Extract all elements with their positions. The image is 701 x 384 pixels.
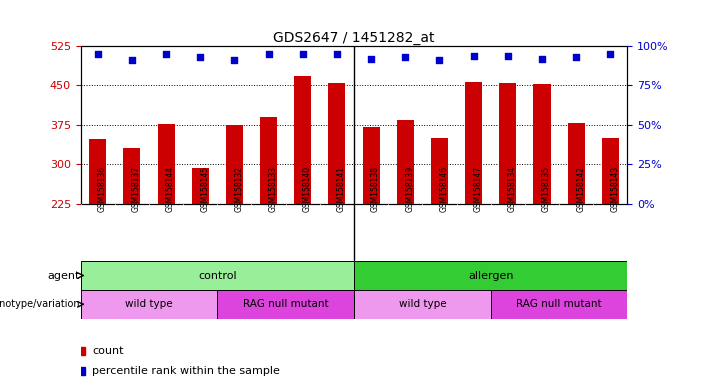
Point xyxy=(502,53,513,59)
Bar xyxy=(499,83,517,204)
Bar xyxy=(294,76,311,204)
Bar xyxy=(397,119,414,204)
Bar xyxy=(431,138,448,204)
Text: GSM158136: GSM158136 xyxy=(97,166,107,212)
Text: GSM158137: GSM158137 xyxy=(132,166,141,212)
Text: agent: agent xyxy=(48,270,80,281)
Text: RAG null mutant: RAG null mutant xyxy=(243,299,329,310)
Bar xyxy=(158,124,175,204)
Point xyxy=(332,51,343,57)
Point xyxy=(92,51,103,57)
Text: GSM158143: GSM158143 xyxy=(611,166,619,212)
Text: wild type: wild type xyxy=(125,299,172,310)
Text: count: count xyxy=(92,346,123,356)
Text: GSM158138: GSM158138 xyxy=(371,166,380,212)
Bar xyxy=(81,261,354,290)
Text: GSM158139: GSM158139 xyxy=(405,166,414,212)
Bar xyxy=(354,290,491,319)
Text: RAG null mutant: RAG null mutant xyxy=(516,299,602,310)
Point xyxy=(195,54,206,60)
Text: control: control xyxy=(198,270,237,281)
Text: GSM158140: GSM158140 xyxy=(303,166,312,212)
Bar xyxy=(354,261,627,290)
Text: genotype/variation: genotype/variation xyxy=(0,299,80,310)
Text: GSM158147: GSM158147 xyxy=(474,166,482,212)
Point xyxy=(297,51,308,57)
Bar xyxy=(568,123,585,204)
Point xyxy=(161,51,172,57)
Bar xyxy=(491,290,627,319)
Text: wild type: wild type xyxy=(399,299,446,310)
Bar xyxy=(465,82,482,204)
Point xyxy=(605,51,616,57)
Bar xyxy=(226,125,243,204)
Bar xyxy=(89,139,107,204)
Point xyxy=(263,51,274,57)
Bar xyxy=(328,83,346,204)
Bar xyxy=(123,148,140,204)
Text: GSM158141: GSM158141 xyxy=(337,166,346,212)
Bar xyxy=(601,138,619,204)
Bar xyxy=(217,290,354,319)
Point xyxy=(434,57,445,63)
Text: GSM158132: GSM158132 xyxy=(234,166,243,212)
Point xyxy=(468,53,479,59)
Title: GDS2647 / 1451282_at: GDS2647 / 1451282_at xyxy=(273,31,435,45)
Bar xyxy=(260,117,277,204)
Bar xyxy=(362,127,380,204)
Text: allergen: allergen xyxy=(468,270,513,281)
Text: GSM158134: GSM158134 xyxy=(508,166,517,212)
Bar xyxy=(81,290,217,319)
Text: GSM158144: GSM158144 xyxy=(166,166,175,212)
Text: GSM158133: GSM158133 xyxy=(268,166,278,212)
Point xyxy=(229,57,240,63)
Point xyxy=(571,54,582,60)
Text: GSM158142: GSM158142 xyxy=(576,166,585,212)
Text: GSM158145: GSM158145 xyxy=(200,166,209,212)
Bar xyxy=(191,168,209,204)
Point xyxy=(536,56,547,62)
Text: GSM158135: GSM158135 xyxy=(542,166,551,212)
Bar xyxy=(533,84,550,204)
Point xyxy=(400,54,411,60)
Text: percentile rank within the sample: percentile rank within the sample xyxy=(92,366,280,376)
Point xyxy=(126,57,137,63)
Point xyxy=(365,56,376,62)
Text: GSM158146: GSM158146 xyxy=(440,166,449,212)
